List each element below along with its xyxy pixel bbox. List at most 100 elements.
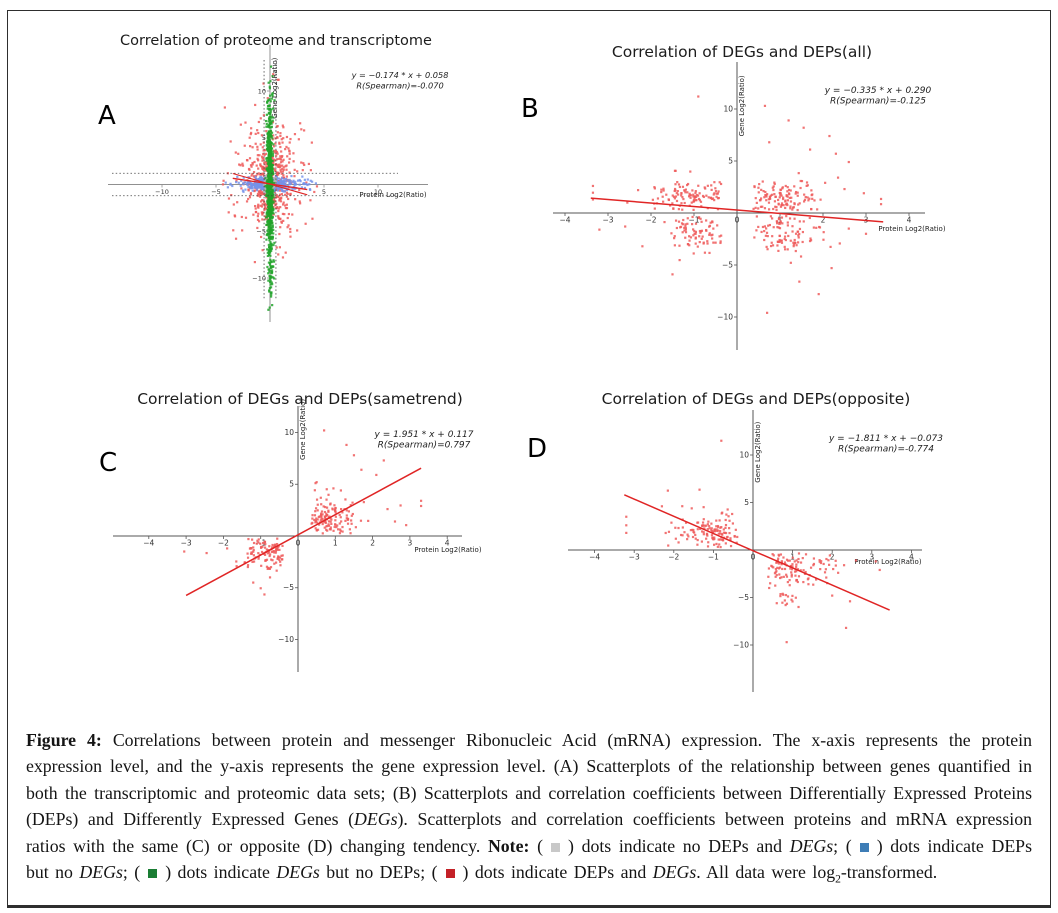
caption-text: DEGs [354,809,398,830]
y-axis-label: Gene Log2(Ratio) [738,75,746,136]
caption-bold-text: Note: [487,835,530,856]
x-tick-label: 10 [374,188,382,196]
caption-text: . All data were log [696,862,836,883]
legend-gray-square [551,842,560,852]
figure-border-frame [7,10,1051,908]
x-tick-label: 4 [909,553,914,562]
y-tick-label: 10 [258,87,266,95]
x-tick-label: 2 [370,539,375,548]
caption-text: ) dots indicate DEPs and [462,862,653,883]
spearman-r: R(Spearman)=-0.774 [838,445,934,455]
y-tick-label: −10 [278,635,294,644]
regression-line [590,197,884,223]
x-tick-label: −4 [143,539,154,548]
y-tick-label: 10 [284,428,294,437]
legend-green-square [148,869,158,879]
y-axis-label: Gene Log2(Ratio) [271,57,279,118]
x-axis-label: Protein Log2(Ratio) [414,546,481,554]
caption-text: but no DEPs; ( [319,862,438,883]
x-tick-label: 1 [333,539,338,548]
regression-line [185,467,422,597]
x-tick-label: 5 [322,188,326,196]
spearman-r: R(Spearman)=0.797 [378,441,471,451]
regression-line [624,494,890,611]
caption-text: DEGs [652,862,697,883]
panel-title: Correlation of DEGs and DEPs(sametrend) [137,390,463,408]
panel-title: Correlation of DEGs and DEPs(opposite) [602,390,911,408]
y-tick-label: 5 [744,498,749,507]
regression-line [232,172,308,196]
spearman-r: R(Spearman)=-0.070 [356,81,443,91]
y-tick-label: −5 [722,260,733,269]
x-axis-label: Protein Log2(Ratio) [878,225,945,233]
panel-title: Correlation of proteome and transcriptom… [120,33,432,49]
x-tick-label: 3 [408,539,413,548]
fit-equation: y = −1.811 * x + −0.073 [828,434,943,444]
x-tick-label: 1 [778,216,783,225]
x-tick-label: −4 [589,553,600,562]
x-tick-label: −2 [218,539,229,548]
panel-letter: D [527,434,547,464]
x-tick-label: 2 [830,553,835,562]
caption-text: ) dots indicate DEPs but no [26,835,1032,883]
x-tick-label: 3 [869,553,874,562]
caption-text: ) dots indicate no DEPs and [568,835,790,856]
y-tick-label: −10 [733,640,749,649]
x-axis-label: Protein Log2(Ratio) [359,191,426,199]
caption-text: ; ( [122,862,141,883]
x-tick-label: 0 [735,216,740,225]
caption-text: ) dots indicate [165,862,277,883]
caption-text: ; ( [833,835,852,856]
x-tick-label: −3 [181,539,192,548]
x-tick-label: 0 [296,539,301,548]
caption-text: ). Scatterplots and correlation coeffici… [26,809,1032,856]
scatter-points [221,65,319,311]
y-tick-label: 10 [739,450,749,459]
panel-title: Correlation of DEGs and DEPs(all) [612,43,872,61]
fit-equation: y = 1.951 * x + 0.117 [374,430,474,440]
x-tick-label: −3 [602,216,613,225]
fit-equation: y = −0.174 * x + 0.058 [351,70,449,80]
caption-text: DEGs [79,862,123,883]
legend-blue-square [859,842,869,852]
y-tick-label: 10 [723,104,733,113]
x-tick-label: 4 [907,216,912,225]
figure-caption: Figure 4: Correlations between protein a… [26,727,1032,893]
spearman-r: R(Spearman)=-0.125 [830,97,926,107]
x-tick-label: 0 [751,553,756,562]
x-tick-label: −2 [645,216,656,225]
x-tick-label: −5 [211,188,221,196]
x-axis-label: Protein Log2(Ratio) [854,558,921,566]
panel-letter: A [98,101,116,131]
y-axis-label: Gene Log2(Ratio) [754,421,762,482]
y-tick-label: 5 [728,156,733,165]
y-tick-label: −10 [717,312,733,321]
caption-bold-text: Figure 4: [26,730,102,750]
y-tick-label: −10 [252,274,266,282]
x-tick-label: −10 [155,188,169,196]
x-tick-label: −2 [668,553,679,562]
x-tick-label: −3 [629,553,640,562]
x-tick-label: 4 [445,539,450,548]
caption-text: -transformed. [840,862,938,883]
panel-letter: B [521,94,539,124]
x-tick-label: −1 [708,553,719,562]
y-tick-label: −5 [256,228,266,236]
legend-red-square [445,869,455,879]
fit-equation: y = −0.335 * x + 0.290 [824,86,932,96]
x-tick-label: −1 [688,216,699,225]
caption-text: 2 [835,872,841,886]
x-tick-label: 2 [821,216,826,225]
caption-text: ( [529,835,543,856]
x-tick-label: −4 [559,216,570,225]
y-tick-label: −5 [738,593,749,602]
scatter-points [591,95,883,314]
caption-text: Correlations between protein and messeng… [26,730,1032,830]
caption-text: DEGs [276,862,320,883]
